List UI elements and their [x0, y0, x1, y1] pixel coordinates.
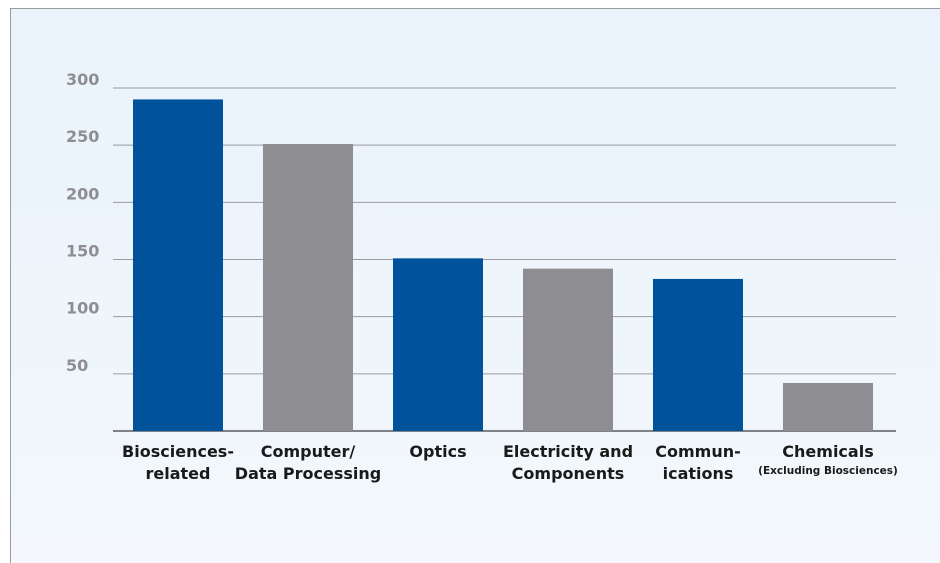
bar: [263, 144, 353, 432]
bar: [523, 268, 613, 431]
category-label: Computer/: [261, 442, 356, 461]
category-label: Data Processing: [235, 464, 381, 483]
bar: [783, 382, 873, 431]
category-label: Optics: [409, 442, 466, 461]
category-label: Components: [512, 464, 625, 483]
bar: [653, 278, 743, 431]
category-label: ications: [663, 464, 734, 483]
category-label: Chemicals: [782, 442, 873, 461]
bar: [133, 99, 223, 431]
y-tick-label: 50: [66, 356, 88, 375]
y-tick-label: 200: [66, 184, 99, 203]
y-tick-label: 100: [66, 299, 99, 318]
category-label: Commun-: [655, 442, 741, 461]
y-tick-label: 300: [66, 70, 99, 89]
y-tick-label: 150: [66, 242, 99, 261]
y-tick-label: 250: [66, 127, 99, 146]
category-label: related: [146, 464, 211, 483]
category-label: Electricity and: [503, 442, 633, 461]
category-sublabel: (Excluding Biosciences): [758, 465, 898, 477]
category-label: Biosciences-: [122, 442, 234, 461]
bar: [393, 258, 483, 431]
